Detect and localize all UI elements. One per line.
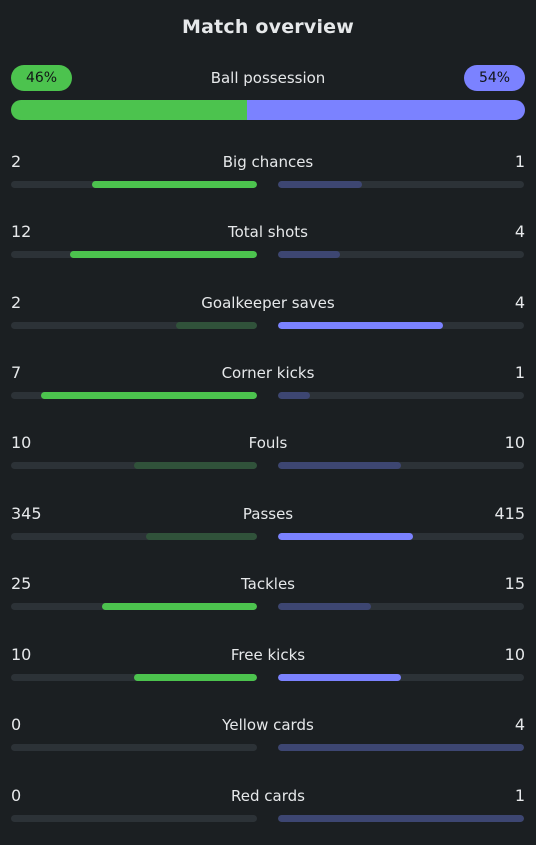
home-stat-value: 0 <box>11 786 22 805</box>
panel-title: Match overview <box>181 16 355 38</box>
stat-row: Big chances 2 1 <box>11 152 525 192</box>
away-stat-bar <box>278 251 524 258</box>
home-stat-value: 2 <box>11 293 22 312</box>
home-stat-bar <box>11 674 257 681</box>
away-stat-value: 1 <box>514 152 525 171</box>
away-stat-bar-fill <box>278 181 362 188</box>
stat-row: Free kicks 10 10 <box>11 645 525 685</box>
possession-bar-home <box>11 100 248 120</box>
home-stat-bar-fill <box>70 251 257 258</box>
stat-row: Tackles 25 15 <box>11 574 525 614</box>
stat-row: Passes 345 415 <box>11 504 525 544</box>
away-stat-bar-fill <box>278 251 340 258</box>
away-stat-value: 4 <box>514 222 525 241</box>
stat-label: Big chances <box>222 153 314 171</box>
away-stat-bar <box>278 744 524 751</box>
home-stat-value: 345 <box>11 504 42 523</box>
away-stat-bar <box>278 181 524 188</box>
home-stat-value: 7 <box>11 363 22 382</box>
away-stat-bar-fill <box>278 322 443 329</box>
away-stat-value: 1 <box>514 786 525 805</box>
home-stat-bar <box>11 392 257 399</box>
home-stat-bar-fill <box>134 674 257 681</box>
stat-row: Total shots 12 4 <box>11 222 525 262</box>
stat-label: Free kicks <box>230 646 306 664</box>
home-stat-bar-fill <box>102 603 257 610</box>
home-stat-bar <box>11 603 257 610</box>
home-stat-bar <box>11 744 257 751</box>
away-stat-bar <box>278 392 524 399</box>
home-stat-bar <box>11 533 257 540</box>
home-stat-bar-fill <box>134 462 257 469</box>
away-stat-bar-fill <box>278 603 372 610</box>
stat-row: Yellow cards 0 4 <box>11 715 525 755</box>
possession-bar <box>11 100 525 120</box>
away-stat-bar <box>278 533 524 540</box>
stat-label: Yellow cards <box>222 716 314 734</box>
stat-label: Tackles <box>240 575 296 593</box>
away-stat-bar-fill <box>278 815 524 822</box>
away-possession-badge: 54% <box>464 65 525 91</box>
stat-row: Goalkeeper saves 2 4 <box>11 293 525 333</box>
away-stat-value: 10 <box>504 645 525 664</box>
home-stat-bar-fill <box>92 181 257 188</box>
away-stat-value: 15 <box>504 574 525 593</box>
away-stat-bar <box>278 674 524 681</box>
away-stat-bar <box>278 462 524 469</box>
away-stat-bar-fill <box>278 392 310 399</box>
home-stat-value: 0 <box>11 715 22 734</box>
away-stat-bar-fill <box>278 744 524 751</box>
away-stat-bar <box>278 603 524 610</box>
home-stat-bar-fill <box>146 533 257 540</box>
away-stat-value: 4 <box>514 715 525 734</box>
home-stat-bar <box>11 462 257 469</box>
home-possession-badge: 46% <box>11 65 72 91</box>
possession-label: Ball possession <box>210 69 326 87</box>
stat-label: Passes <box>242 505 294 523</box>
stat-label: Fouls <box>248 434 288 452</box>
stat-row: Corner kicks 7 1 <box>11 363 525 403</box>
home-stat-value: 10 <box>11 433 32 452</box>
home-stat-bar <box>11 815 257 822</box>
home-stat-bar <box>11 181 257 188</box>
stat-label: Corner kicks <box>221 364 315 382</box>
away-stat-value: 1 <box>514 363 525 382</box>
home-stat-value: 2 <box>11 152 22 171</box>
away-stat-bar <box>278 322 524 329</box>
home-stat-value: 25 <box>11 574 32 593</box>
home-stat-value: 12 <box>11 222 32 241</box>
away-stat-value: 4 <box>514 293 525 312</box>
away-stat-value: 415 <box>494 504 525 523</box>
home-stat-bar-fill <box>175 322 257 329</box>
home-stat-bar-fill <box>40 392 257 399</box>
possession-bar-away <box>247 100 525 120</box>
away-stat-value: 10 <box>504 433 525 452</box>
home-stat-value: 10 <box>11 645 32 664</box>
stat-label: Total shots <box>228 223 308 241</box>
home-stat-bar <box>11 322 257 329</box>
home-stat-bar <box>11 251 257 258</box>
away-stat-bar-fill <box>278 462 401 469</box>
away-stat-bar <box>278 815 524 822</box>
stat-label: Goalkeeper saves <box>201 294 335 312</box>
away-stat-bar-fill <box>278 533 414 540</box>
stat-row: Fouls 10 10 <box>11 433 525 473</box>
stat-label: Red cards <box>231 787 305 805</box>
possession-row: Ball possession 46% 54% <box>11 65 525 91</box>
away-stat-bar-fill <box>278 674 401 681</box>
stat-row: Red cards 0 1 <box>11 786 525 826</box>
